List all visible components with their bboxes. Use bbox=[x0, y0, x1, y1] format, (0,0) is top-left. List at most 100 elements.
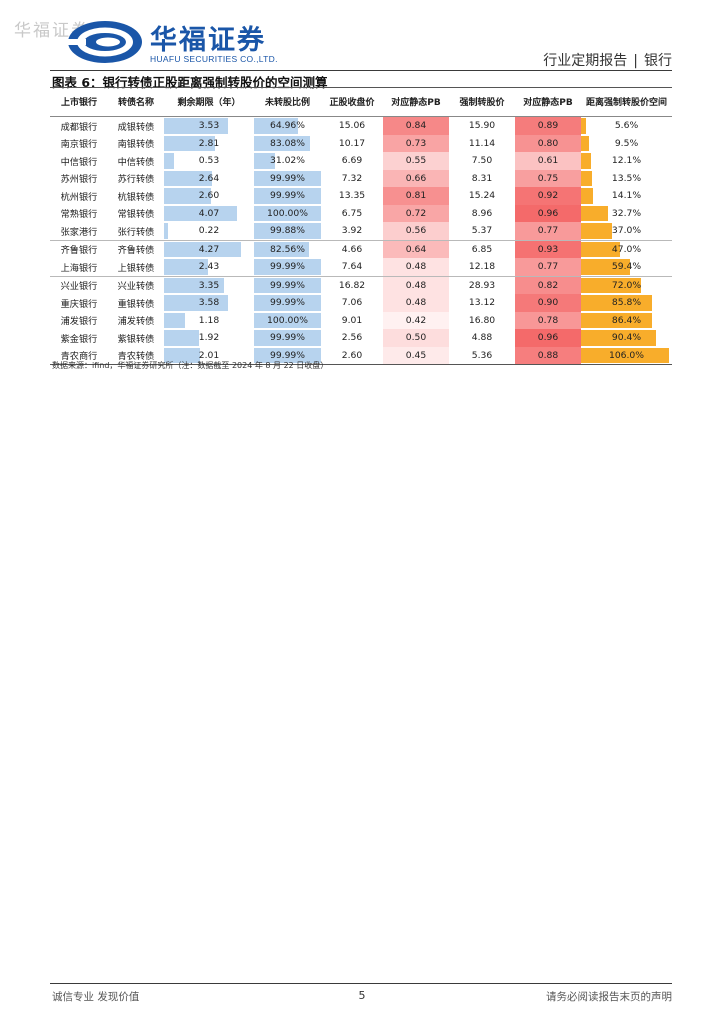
cell-bank: 张家港行 bbox=[60, 226, 98, 238]
footer-slogan: 诚信专业 发现价值 bbox=[52, 991, 140, 1003]
cell-space: 47.0% bbox=[581, 239, 672, 258]
cell-space-bar bbox=[581, 205, 609, 221]
cell-space: 13.5% bbox=[581, 170, 672, 188]
cell-term-bar bbox=[164, 277, 225, 293]
cell-force: 12.18 bbox=[468, 261, 496, 273]
cell-pb2: 0.93 bbox=[515, 239, 581, 258]
cell-space-bar bbox=[581, 135, 589, 151]
cell-close: 2.60 bbox=[321, 346, 383, 365]
cell-bond: 常银转债 bbox=[117, 209, 155, 221]
cell-force: 6.85 bbox=[449, 239, 515, 258]
cell-term: 3.35 bbox=[164, 275, 254, 294]
cell-bank: 齐鲁银行 bbox=[50, 239, 108, 258]
cell-space: 72.0% bbox=[581, 275, 672, 294]
table-row: 杭州银行 杭银转债 2.60 99.99% 13.35 0.81 15.24 0.92 14.1… bbox=[50, 187, 672, 205]
cell-close: 9.01 bbox=[341, 314, 363, 326]
cell-ratio: 99.99% bbox=[254, 294, 321, 312]
cell-close: 16.82 bbox=[321, 275, 383, 294]
cell-space-value: 59.4% bbox=[611, 261, 642, 273]
cell-bank: 浦发银行 bbox=[60, 316, 98, 328]
cell-bond: 杭银转债 bbox=[117, 191, 155, 203]
cell-ratio-value: 99.99% bbox=[269, 172, 306, 184]
table-row: 上海银行 上银转债 2.43 99.99% 7.64 0.48 12.18 0.77 59.4% bbox=[50, 258, 672, 276]
cell-space: 9.5% bbox=[581, 135, 672, 153]
cell-space-value: 106.0% bbox=[608, 349, 645, 361]
cell-pb2: 0.78 bbox=[515, 311, 581, 329]
cell-term-bar bbox=[164, 295, 229, 311]
cell-pb1: 0.81 bbox=[383, 187, 449, 205]
cell-bank: 南京银行 bbox=[60, 139, 98, 151]
report-type: 行业定期报告 bbox=[543, 53, 628, 69]
cell-space-bar bbox=[581, 170, 593, 186]
cell-ratio: 99.99% bbox=[254, 275, 321, 294]
table-row: 青农商行 青农转债 2.01 99.99% 2.60 0.45 5.36 0.88 106.0% bbox=[50, 346, 672, 365]
cell-ratio: 31.02% bbox=[254, 152, 321, 170]
cell-term: 4.07 bbox=[164, 205, 254, 223]
table-row: 兴业银行 兴业转债 3.35 99.99% 16.82 0.48 28.93 0.82 72.0… bbox=[50, 275, 672, 294]
cell-close: 3.92 bbox=[341, 225, 363, 237]
cell-term-value: 0.22 bbox=[198, 225, 220, 237]
cell-ratio-value: 99.99% bbox=[269, 261, 306, 273]
table-row: 齐鲁银行 齐鲁转债 4.27 82.56% 4.66 0.64 6.85 0.93 47.0% bbox=[50, 239, 672, 258]
cell-pb2: 0.82 bbox=[515, 275, 581, 294]
cell-pb2: 0.90 bbox=[515, 294, 581, 312]
cell-term-bar bbox=[164, 205, 238, 221]
cell-pb2: 0.92 bbox=[515, 187, 581, 205]
logo-text-en: HUAFU SECURITIES CO.,LTD. bbox=[150, 54, 278, 64]
cell-close: 7.64 bbox=[341, 261, 363, 273]
cell-pb1: 0.56 bbox=[383, 222, 449, 240]
cell-pb2: 0.96 bbox=[515, 204, 581, 222]
cell-term: 0.22 bbox=[164, 222, 254, 240]
cell-space: 12.1% bbox=[581, 152, 672, 170]
cell-ratio-value: 82.56% bbox=[269, 243, 306, 255]
cell-term-bar bbox=[164, 347, 201, 363]
cell-space-value: 32.7% bbox=[611, 207, 642, 219]
cell-ratio-bar bbox=[254, 312, 321, 328]
cell-space-value: 5.6% bbox=[614, 120, 639, 132]
cell-bond: 苏行转债 bbox=[117, 174, 155, 186]
cell-pb1: 0.48 bbox=[383, 275, 449, 294]
cell-space: 85.8% bbox=[581, 294, 672, 312]
cell-term: 2.81 bbox=[164, 135, 254, 153]
table-row: 紫金银行 紫银转债 1.92 99.99% 2.56 0.50 4.88 0.96 90.4% bbox=[50, 329, 672, 347]
cell-space-bar bbox=[581, 259, 631, 275]
cell-close: 2.56 bbox=[341, 332, 363, 344]
col-header-space: 距离强制转股价空间 bbox=[581, 89, 672, 117]
cell-bank: 上海银行 bbox=[60, 262, 98, 274]
cell-term-bar bbox=[164, 312, 186, 328]
cell-term-value: 2.01 bbox=[198, 349, 220, 361]
cell-term-bar bbox=[164, 118, 228, 134]
cell-space-bar bbox=[581, 277, 641, 293]
cell-force: 5.36 bbox=[449, 346, 515, 365]
cell-space: 32.7% bbox=[581, 205, 672, 223]
title-divider bbox=[50, 87, 672, 88]
cell-ratio: 99.99% bbox=[254, 170, 321, 188]
cell-ratio-bar bbox=[254, 188, 321, 204]
cell-pb1: 0.55 bbox=[383, 152, 449, 170]
cell-term-bar bbox=[164, 330, 199, 346]
cell-close: 13.35 bbox=[338, 190, 366, 202]
cell-force: 4.88 bbox=[471, 332, 493, 344]
cell-term-value: 1.92 bbox=[198, 332, 220, 344]
cell-bond: 南银转债 bbox=[117, 139, 155, 151]
cell-term: 1.92 bbox=[164, 329, 254, 347]
cell-ratio-value: 99.99% bbox=[269, 332, 306, 344]
cell-ratio: 82.56% bbox=[254, 239, 321, 258]
cell-ratio: 99.99% bbox=[254, 187, 321, 205]
cell-space-bar bbox=[581, 188, 593, 204]
footer-divider bbox=[50, 983, 672, 984]
cell-ratio-bar bbox=[254, 170, 321, 186]
cell-term: 3.53 bbox=[164, 117, 254, 135]
cell-force: 5.37 bbox=[471, 225, 493, 237]
cell-term-value: 2.64 bbox=[198, 172, 220, 184]
cell-ratio: 99.99% bbox=[254, 346, 321, 365]
table-row: 南京银行 南银转债 2.81 83.08% 10.17 0.73 11.14 0.80 9.5% bbox=[50, 134, 672, 153]
header-divider bbox=[50, 70, 672, 71]
cell-bond: 上银转债 bbox=[117, 262, 155, 274]
cell-close: 6.75 bbox=[341, 207, 363, 219]
cell-close: 10.17 bbox=[338, 137, 366, 149]
report-header: 行业定期报告 | 银行 bbox=[543, 50, 672, 70]
cell-ratio-value: 99.99% bbox=[269, 349, 306, 361]
cell-ratio-bar bbox=[254, 241, 310, 257]
cell-space-value: 90.4% bbox=[611, 332, 642, 344]
